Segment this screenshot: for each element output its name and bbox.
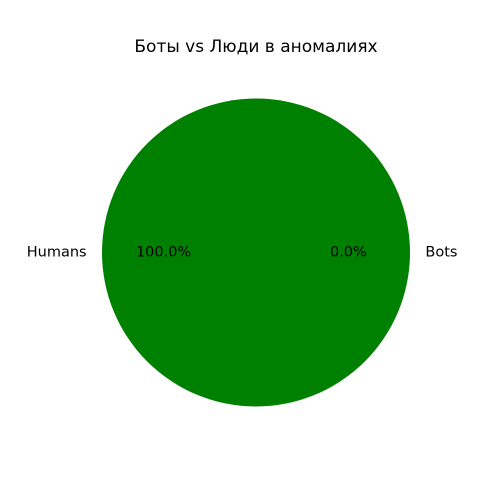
- pie-label-humans: Humans: [27, 245, 87, 261]
- pie-percent-humans: 100.0%: [136, 245, 191, 261]
- pie-labels: Bots 0.0% Humans 100.0%: [27, 245, 458, 261]
- chart-title: Боты vs Люди в аномалиях: [134, 37, 377, 57]
- pie-label-bots: Bots: [425, 245, 457, 261]
- pie-percent-bots: 0.0%: [330, 245, 367, 261]
- pie-slices: [102, 98, 410, 407]
- pie-slice-humans: [102, 98, 410, 407]
